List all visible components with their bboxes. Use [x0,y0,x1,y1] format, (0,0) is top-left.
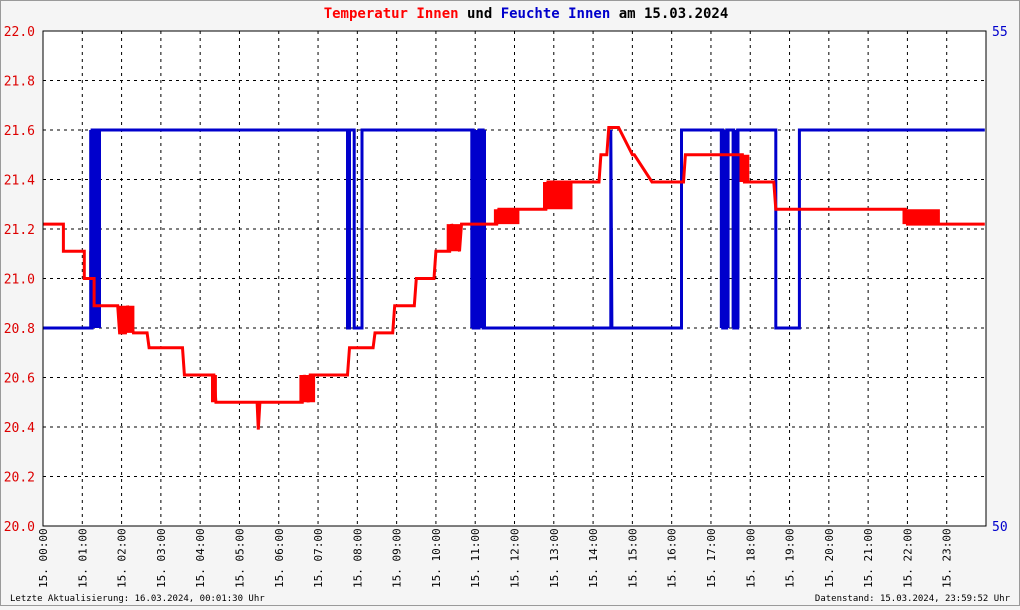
x-tick-label: 15. 03:00 [155,528,168,588]
y-left-tick-label: 20.8 [4,322,35,337]
y-left-tick-label: 21.6 [4,124,35,139]
x-tick-label: 15. 09:00 [391,528,404,588]
x-tick-label: 15. 11:00 [469,528,482,588]
y-left-tick-label: 21.2 [4,223,35,238]
x-tick-label: 15. 23:00 [941,528,954,588]
x-tick-label: 15. 17:00 [705,528,718,588]
y-left-tick-label: 21.8 [4,75,35,90]
footer-last-update: Letzte Aktualisierung: 16.03.2024, 00:01… [10,594,265,604]
x-tick-label: 15. 01:00 [76,528,89,588]
x-tick-label: 15. 04:00 [194,528,207,588]
x-tick-label: 15. 07:00 [312,528,325,588]
y-axis-right: 50 55 [992,25,1008,535]
y-right-tick-label: 50 [992,520,1008,535]
x-tick-label: 15. 13:00 [548,528,561,588]
plot-border [42,30,987,527]
x-tick-label: 15. 22:00 [901,528,914,588]
x-tick-label: 15. 05:00 [233,528,246,588]
x-tick-label: 15. 02:00 [116,528,129,588]
y-left-tick-label: 21.0 [4,273,35,288]
x-tick-label: 15. 15:00 [626,528,639,588]
x-tick-label: 15. 14:00 [587,528,600,588]
x-tick-label: 15. 12:00 [509,528,522,588]
y-left-tick-label: 20.0 [4,520,35,535]
x-tick-label: 15. 08:00 [351,528,364,588]
footer-data-state: Datenstand: 15.03.2024, 23:59:52 Uhr [815,594,1011,604]
series-layer [43,126,985,430]
y-left-tick-label: 21.4 [4,174,35,189]
x-tick-label: 15. 19:00 [784,528,797,588]
title-part-humidity: Feuchte Innen [501,6,611,22]
x-tick-label: 15. 00:00 [37,528,50,588]
x-tick-label: 15. 10:00 [430,528,443,588]
x-tick-label: 15. 16:00 [666,528,679,588]
title-part-date: am 15.03.2024 [610,6,728,22]
y-left-tick-label: 20.6 [4,372,35,387]
y-left-tick-label: 20.2 [4,471,35,486]
series-line-temperature [43,126,985,430]
x-tick-label: 15. 18:00 [744,528,757,588]
series-noise-band [902,209,940,225]
y-left-tick-label: 20.4 [4,421,35,436]
x-tick-label: 15. 21:00 [862,528,875,588]
title-part-temperature: Temperatur Innen [324,6,459,22]
y-axis-left: 20.0 20.2 20.4 20.6 20.8 21.0 21.2 21.4 21.6 21.8… [4,25,35,535]
x-tick-label: 15. 20:00 [823,528,836,588]
x-tick-label: 15. 06:00 [273,528,286,588]
chart-title: Temperatur Innen und Feuchte Innen am 15… [324,6,729,22]
y-left-tick-label: 22.0 [4,25,35,40]
series-line-humidity [43,128,985,330]
title-part-und: und [459,6,501,22]
x-axis: 15. 00:00 15. 01:00 15. 02:00 15. 03:00 15. … [37,528,954,588]
y-right-tick-label: 55 [992,25,1008,40]
